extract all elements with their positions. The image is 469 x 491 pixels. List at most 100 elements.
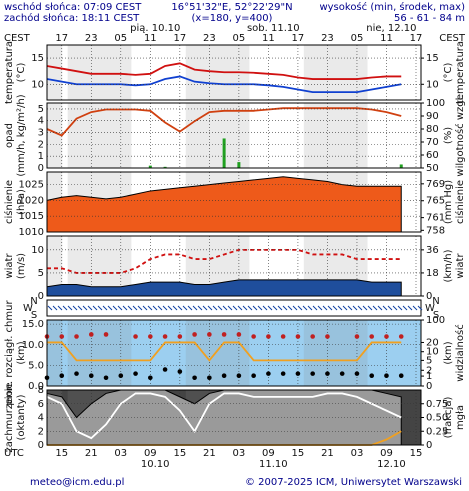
tick-label: 8	[38, 385, 44, 396]
dot	[74, 371, 79, 376]
dot	[236, 332, 242, 337]
dot	[310, 334, 315, 339]
bottom-hour-label: 15	[292, 448, 305, 459]
tick-label: 0.0	[28, 381, 44, 392]
height-values: 56 - 61 - 84 m	[394, 13, 465, 24]
y-axis-label: (m/s)	[16, 253, 27, 279]
tick-label: 758	[426, 225, 445, 236]
top-axis-right: CEST	[439, 33, 466, 44]
tick-label: 2	[426, 365, 432, 376]
bottom-hour-label: 15	[55, 448, 68, 459]
bottom-hour-label: 09	[380, 448, 393, 459]
tick-label: 5.0	[28, 360, 44, 371]
grid-point: (x=180, y=400)	[192, 13, 273, 24]
tick-label: 50	[426, 163, 439, 174]
direction-arrow	[337, 305, 343, 311]
direction-arrow	[297, 305, 303, 311]
dot	[325, 371, 330, 376]
y2-axis-label: ciśnienie	[454, 180, 466, 224]
coords: 16°51'32"E, 52°22'29"N	[171, 2, 292, 13]
tick-label: 10	[31, 245, 44, 256]
direction-arrow	[77, 305, 83, 311]
dot	[103, 332, 109, 337]
dot	[133, 334, 138, 339]
dot	[118, 373, 124, 378]
tick-label: 0.50	[426, 413, 448, 424]
direction-arrow	[162, 305, 168, 311]
precip-bar	[237, 162, 241, 168]
direction-arrow	[102, 305, 108, 311]
direction-arrow	[357, 305, 363, 311]
tick-label: 15.0	[22, 319, 44, 330]
tick-label: 1	[38, 151, 44, 162]
panel-frame	[46, 319, 422, 387]
direction-arrow	[412, 305, 418, 311]
dot	[221, 332, 227, 337]
sunrise: wschód słońca: 07:09 CEST	[4, 1, 142, 13]
direction-arrow	[137, 305, 143, 311]
night-band	[47, 320, 63, 386]
direction-arrow	[262, 305, 268, 311]
tick-label: 10	[426, 79, 439, 90]
direction-label: W	[425, 303, 435, 314]
direction-arrow	[282, 305, 288, 311]
bottom-hour-label: 03	[351, 448, 364, 459]
dot	[88, 373, 94, 378]
copyright: © 2007-2025 ICM, Uniwersytet Warszawski	[245, 477, 462, 488]
dot	[162, 334, 168, 339]
y-axis-label: ciśnienie	[3, 180, 15, 224]
tick-label: 769	[426, 179, 445, 190]
date-label: 10.10	[141, 459, 170, 470]
top-hour-label: 05	[114, 33, 127, 44]
direction-arrow	[312, 305, 318, 311]
tick-label: 10	[31, 79, 44, 90]
direction-arrow	[142, 305, 148, 311]
tick-label: 90	[426, 111, 439, 122]
dot	[103, 375, 109, 381]
bottom-hour-label: 03	[114, 448, 127, 459]
dot	[354, 371, 360, 376]
tick-label: 20	[426, 337, 439, 348]
direction-arrow	[317, 305, 323, 311]
precip-bar	[163, 166, 167, 168]
y-axis-label: opad	[4, 123, 15, 148]
tick-label: 0	[426, 440, 432, 451]
panel-frame	[46, 171, 422, 233]
direction-arrow	[197, 305, 203, 311]
bottom-hour-label: 21	[203, 448, 216, 459]
dot	[192, 332, 197, 337]
direction-arrow	[287, 305, 293, 311]
direction-arrow	[247, 305, 253, 311]
y2-axis-label: (frakcja)	[443, 397, 454, 439]
direction-arrow	[387, 305, 393, 311]
dot	[369, 373, 375, 378]
dot	[295, 371, 301, 376]
dot	[177, 369, 183, 374]
y2-axis-label: (%)	[443, 127, 454, 144]
day-label: sob. 11.10	[247, 23, 300, 34]
direction-arrow	[237, 305, 243, 311]
dot	[207, 375, 212, 381]
direction-arrow	[132, 305, 138, 311]
direction-arrow	[117, 305, 123, 311]
dot	[266, 334, 271, 339]
bottom-hour-label: 21	[85, 448, 98, 459]
tick-label: 1010	[19, 227, 44, 238]
dot	[280, 334, 286, 339]
dot	[207, 332, 212, 337]
panel-frame	[46, 235, 422, 297]
direction-arrow	[202, 305, 208, 311]
direction-arrow	[367, 305, 373, 311]
direction-arrow	[67, 305, 73, 311]
night-band	[47, 45, 63, 100]
direction-arrow	[227, 305, 233, 311]
bottom-hour-label: 09	[144, 448, 157, 459]
dot	[192, 375, 197, 381]
direction-arrow	[122, 305, 128, 311]
direction-arrow	[182, 305, 188, 311]
panel-background	[47, 103, 421, 168]
direction-arrow	[232, 305, 238, 311]
direction-arrow	[332, 305, 338, 311]
series-line	[46, 392, 402, 440]
top-axis-left: CEST	[4, 33, 31, 44]
